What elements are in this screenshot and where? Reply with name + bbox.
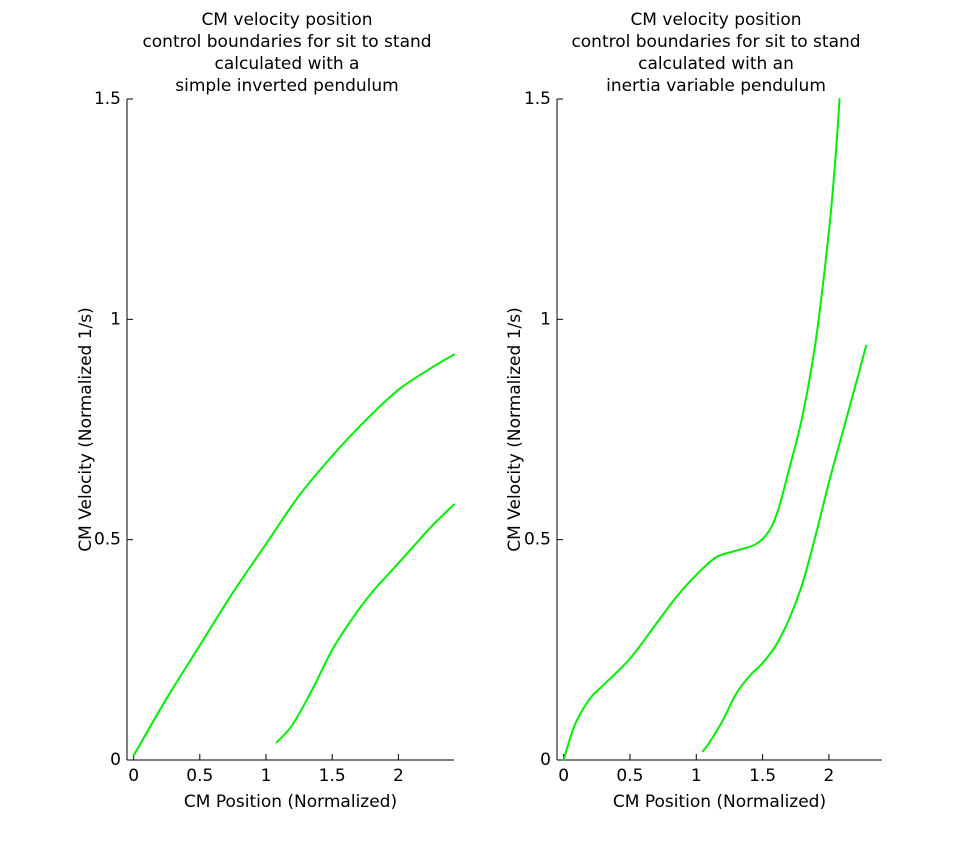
chart-title-line: calculated with an <box>638 54 794 74</box>
y-tick-label: 0 <box>540 750 551 770</box>
x-tick-label: 2 <box>393 766 404 786</box>
y-tick-label: 1 <box>540 309 551 329</box>
y-tick-label: 0.5 <box>94 530 121 550</box>
y-tick-label: 0 <box>110 750 121 770</box>
y-tick-label: 0.5 <box>524 530 551 550</box>
series-line-1 <box>132 353 455 757</box>
chart-title-line: control boundaries for sit to stand <box>142 32 431 52</box>
y-tick-label: 1.5 <box>94 89 121 109</box>
series-line-1 <box>562 98 841 761</box>
chart-title-line: simple inverted pendulum <box>175 76 399 96</box>
x-tick-label: 1.5 <box>749 766 776 786</box>
x-tick-label: 1 <box>261 766 272 786</box>
chart-title-line: CM velocity position <box>630 10 801 30</box>
y-axis-label: CM Velocity (Normalized 1/s) <box>76 307 96 552</box>
chart-title-line: control boundaries for sit to stand <box>571 32 860 52</box>
chart-title-line: CM velocity position <box>201 10 372 30</box>
series-line-2 <box>275 503 455 744</box>
chart-title-line: inertia variable pendulum <box>606 76 826 96</box>
x-tick-label: 2 <box>824 766 835 786</box>
x-tick-label: 1 <box>691 766 702 786</box>
y-axis-label: CM Velocity (Normalized 1/s) <box>505 307 525 552</box>
x-tick-label: 0 <box>558 766 569 786</box>
x-axis-label: CM Position (Normalized) <box>613 792 826 812</box>
series-line-2 <box>701 344 868 753</box>
x-tick-label: 0.5 <box>616 766 643 786</box>
x-tick-label: 1.5 <box>319 766 346 786</box>
x-axis-label: CM Position (Normalized) <box>184 792 397 812</box>
x-tick-label: 0 <box>128 766 139 786</box>
y-tick-label: 1.5 <box>524 89 551 109</box>
chart-title-line: calculated with a <box>215 54 360 74</box>
x-tick-label: 0.5 <box>186 766 213 786</box>
y-tick-label: 1 <box>110 309 121 329</box>
